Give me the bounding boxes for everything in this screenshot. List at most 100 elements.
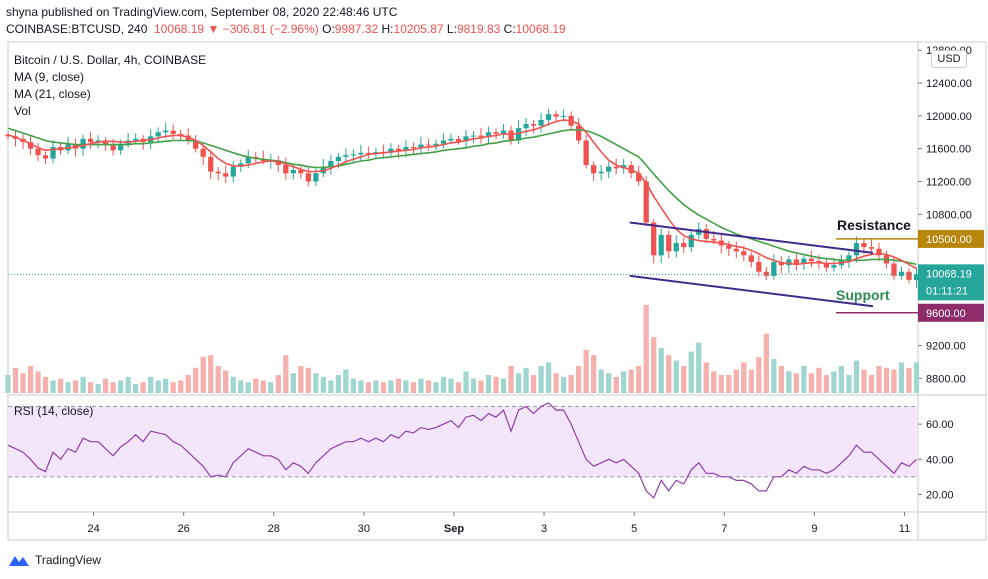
volume-bar xyxy=(230,376,236,393)
chart-title: Bitcoin / U.S. Dollar, 4h, COINBASE xyxy=(14,53,207,67)
last-price-tag xyxy=(918,264,984,301)
currency-button[interactable]: USD xyxy=(931,50,967,68)
volume-bar xyxy=(666,355,672,393)
price-tick-label: 11600.00 xyxy=(926,144,971,156)
volume-bar xyxy=(290,373,296,393)
ma9-legend[interactable]: MA (9, close) xyxy=(14,70,85,84)
tradingview-logo-icon xyxy=(9,556,29,566)
volume-bar xyxy=(801,366,807,393)
candle xyxy=(891,263,897,276)
volume-bar xyxy=(823,375,830,393)
candle xyxy=(463,136,469,142)
volume-bar xyxy=(778,366,784,393)
footer[interactable]: TradingView xyxy=(8,553,101,567)
last-price: 10068.19 xyxy=(154,22,205,36)
volume-bar xyxy=(140,382,146,393)
open-value: 9987.32 xyxy=(334,22,379,36)
volume-bar xyxy=(643,304,649,393)
volume-bar xyxy=(358,380,364,393)
candle xyxy=(853,243,860,256)
candle xyxy=(35,148,41,156)
volume-bar xyxy=(455,382,462,393)
volume-bar xyxy=(763,333,769,393)
candle xyxy=(170,130,176,134)
candle xyxy=(508,130,514,141)
volume-bar xyxy=(87,382,94,393)
volume-bar xyxy=(117,380,124,393)
volume-bar xyxy=(786,371,792,393)
candle xyxy=(733,248,739,252)
high-label: H: xyxy=(381,22,394,36)
candle xyxy=(688,234,694,248)
volume-bar xyxy=(808,373,815,393)
volume-bar xyxy=(200,357,206,393)
volume-bar xyxy=(388,380,394,393)
rsi-tick-label: 60.00 xyxy=(926,419,954,431)
candle xyxy=(793,259,799,264)
volume-bar xyxy=(613,376,619,393)
volume-bar xyxy=(463,371,469,393)
candle xyxy=(208,156,214,172)
volume-bar xyxy=(530,375,537,393)
volume-bar xyxy=(688,351,694,393)
volume-bar xyxy=(598,369,604,393)
candle xyxy=(117,143,124,151)
candle xyxy=(868,247,875,249)
volume-bar xyxy=(621,371,627,393)
candle xyxy=(493,132,499,134)
support-annotation: Support xyxy=(836,287,890,303)
channel-lower-line[interactable] xyxy=(629,274,874,308)
volume-bar xyxy=(27,366,34,393)
candle xyxy=(455,138,462,142)
volume-bar xyxy=(178,380,184,393)
volume-bar xyxy=(395,378,402,393)
candle xyxy=(575,125,582,141)
candle xyxy=(448,138,454,141)
time-tick-label: 26 xyxy=(178,523,190,535)
candle xyxy=(898,271,905,276)
volume-bar xyxy=(741,362,747,393)
volume-bar xyxy=(711,371,717,393)
candle xyxy=(410,147,417,149)
volume-legend[interactable]: Vol xyxy=(14,104,31,118)
candle xyxy=(906,271,912,280)
volume-bar xyxy=(515,373,522,393)
volume-bar xyxy=(425,380,432,393)
down-arrow-icon: ▼ xyxy=(207,22,220,36)
ma21-legend[interactable]: MA (21, close) xyxy=(14,87,91,101)
volume-bar xyxy=(410,382,417,393)
volume-bar xyxy=(245,382,251,393)
volume-bar xyxy=(696,342,702,393)
volume-bar xyxy=(628,369,634,393)
volume-bar xyxy=(275,375,281,393)
high-value: 10205.87 xyxy=(393,22,444,36)
volume-bar xyxy=(606,373,612,393)
volume-bar xyxy=(72,380,79,393)
price-tick-label: 12000.00 xyxy=(926,111,972,123)
volume-bar xyxy=(816,367,822,393)
volume-bar xyxy=(898,362,905,393)
volume-bar xyxy=(320,376,326,393)
candle xyxy=(801,258,807,264)
volume-bar xyxy=(853,360,860,393)
candle xyxy=(681,243,687,248)
volume-bar xyxy=(793,373,799,393)
rsi-line xyxy=(7,402,917,499)
candle xyxy=(523,124,529,129)
candle xyxy=(193,140,199,149)
candle xyxy=(846,255,852,261)
volume-bar xyxy=(155,380,161,393)
candle xyxy=(290,170,296,174)
volume-bar xyxy=(298,366,304,393)
rsi-legend[interactable]: RSI (14, close) xyxy=(14,404,94,418)
volume-bar xyxy=(433,382,439,393)
candle xyxy=(763,271,769,276)
chart-frame xyxy=(7,41,987,541)
candle xyxy=(913,274,920,280)
channel-upper-line[interactable] xyxy=(629,221,874,254)
volume-bar xyxy=(102,378,109,393)
candle xyxy=(230,166,236,177)
volume-bar xyxy=(350,378,357,393)
candle xyxy=(703,229,709,239)
